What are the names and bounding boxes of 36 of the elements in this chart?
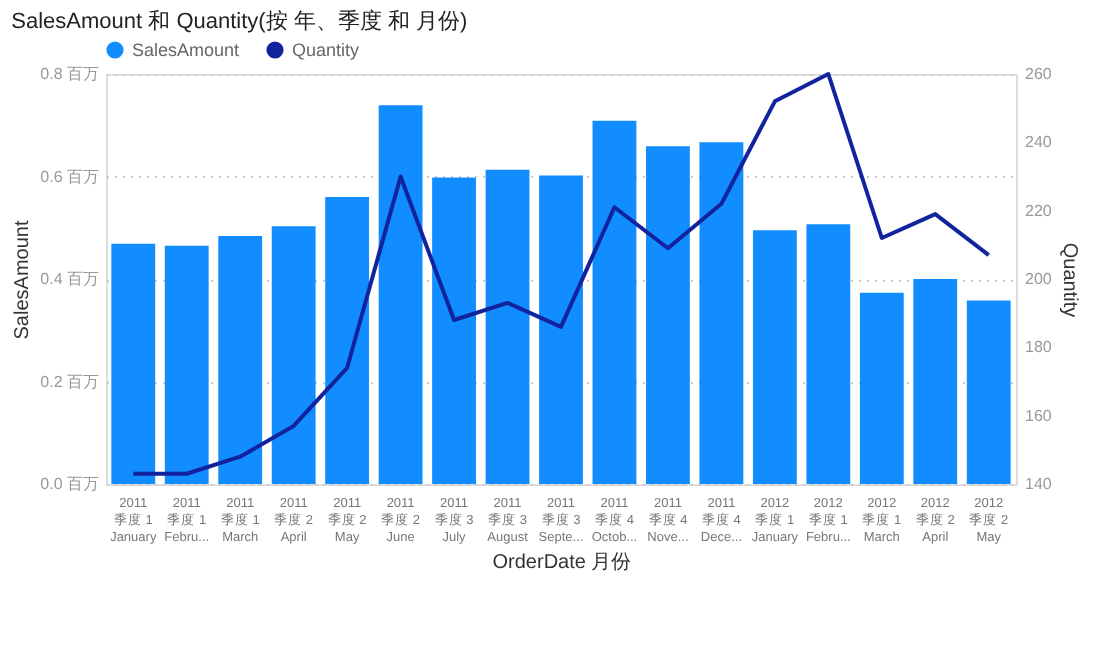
bar — [592, 120, 637, 484]
y2-tick-label: 200 — [1025, 270, 1053, 288]
bar — [485, 169, 530, 484]
y2-tick-label: 260 — [1025, 65, 1053, 83]
chart-title: SalesAmount 和 Quantity(按 年、季度 和 月份) — [11, 8, 468, 34]
bar — [859, 292, 904, 484]
bar — [218, 235, 263, 484]
bar — [164, 245, 209, 484]
y2-tick-label: 140 — [1025, 475, 1053, 493]
y-tick-label: 0.8 百万 — [40, 65, 99, 83]
y2-tick-label: 180 — [1025, 338, 1053, 357]
y-tick-label: 0.2 百万 — [40, 372, 99, 391]
bar — [752, 230, 797, 484]
y2-tick-label: 160 — [1025, 406, 1053, 425]
x-axis-title: OrderDate 月份 — [492, 552, 632, 574]
bar — [913, 279, 958, 484]
y-axis-title: SalesAmount — [12, 220, 35, 340]
bar — [966, 300, 1011, 484]
line-series — [131, 72, 991, 476]
legend-label: Quantity — [292, 39, 361, 60]
bar — [378, 105, 423, 484]
bar — [699, 142, 744, 484]
bar — [111, 243, 156, 484]
bar — [271, 226, 316, 484]
y-tick-label: 0.4 百万 — [40, 270, 99, 288]
y2-axis-title: Quantity — [1057, 242, 1080, 318]
bar — [432, 177, 476, 484]
y2-tick-label: 220 — [1025, 201, 1053, 220]
bar — [539, 175, 583, 484]
bar — [806, 224, 851, 484]
bar — [646, 146, 690, 484]
legend-label: SalesAmount — [132, 39, 241, 60]
y2-tick-label: 240 — [1025, 133, 1053, 152]
bar — [325, 197, 370, 484]
y-tick-label: 0.6 百万 — [40, 167, 99, 186]
y-tick-label: 0.0 百万 — [40, 475, 99, 493]
